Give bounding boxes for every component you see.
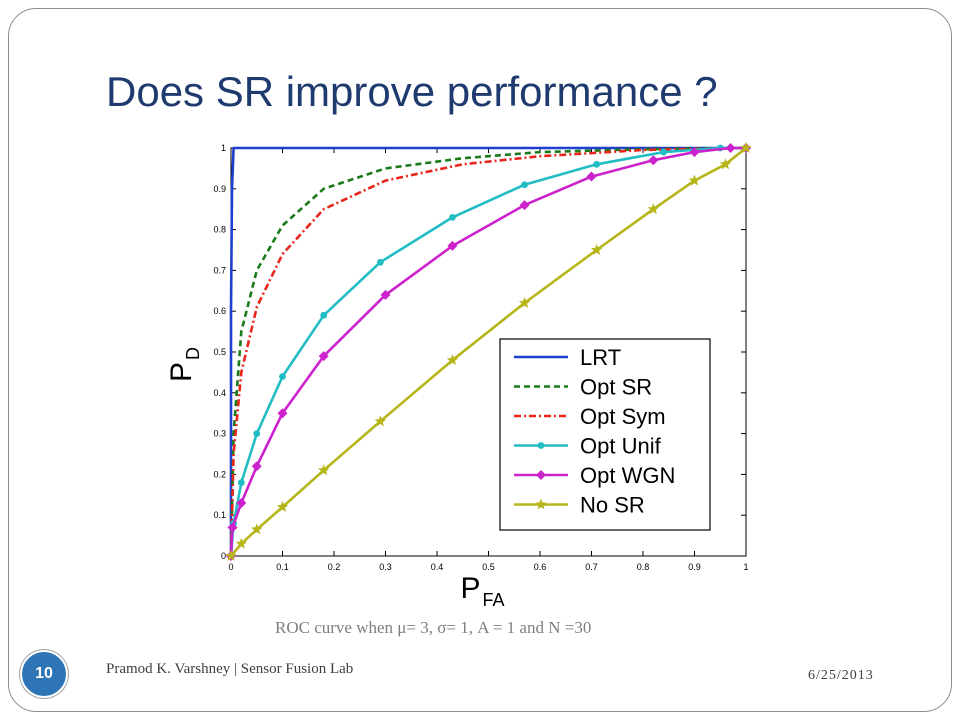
x-tick-label: 0.1 [276, 562, 289, 572]
y-tick-label: 0.3 [213, 429, 226, 439]
series-line-opt-sr [229, 146, 747, 557]
data-point-no-sr [590, 244, 603, 255]
legend-label-opt-unif: Opt Unif [580, 434, 662, 459]
legend-label-opt-sym: Opt Sym [580, 404, 666, 429]
legend-marker-opt-unif [537, 442, 545, 449]
series-line-opt-wgn [229, 146, 746, 557]
data-point-opt-wgn [725, 143, 736, 153]
legend-label-opt-sr: Opt SR [580, 375, 652, 400]
x-tick-label: 1 [743, 562, 748, 572]
legend-box [499, 338, 711, 531]
data-point-opt-wgn [251, 461, 262, 472]
data-point-opt-wgn [648, 155, 659, 166]
y-tick-label: 0.9 [213, 184, 226, 194]
data-point-opt-unif [660, 148, 667, 156]
legend-label-lrt: LRT [580, 345, 621, 370]
x-tick-label: 0.6 [534, 562, 547, 572]
y-axis-label: P [165, 362, 198, 382]
y-tick-label: 0.4 [213, 388, 226, 398]
data-point-opt-wgn [318, 351, 329, 362]
y-tick-label: 0.6 [213, 306, 226, 316]
legend-label-no-sr: No SR [580, 493, 645, 518]
data-point-opt-unif [376, 258, 384, 266]
data-point-opt-wgn [277, 408, 288, 419]
x-tick-label: 0.4 [431, 562, 444, 572]
page-number-badge: 10 [20, 650, 68, 698]
legend-marker-no-sr [535, 498, 547, 510]
y-tick-label: 0.1 [213, 510, 226, 520]
data-point-opt-unif [320, 311, 328, 319]
x-tick-label: 0.3 [379, 562, 392, 572]
data-point-no-sr [276, 501, 289, 512]
x-tick-label: 0.8 [637, 562, 650, 572]
data-point-opt-wgn [447, 240, 458, 251]
data-point-opt-unif [521, 181, 528, 189]
legend-label-opt-wgn: Opt WGN [580, 463, 675, 488]
series-line-lrt [229, 146, 746, 556]
data-point-no-sr [446, 354, 459, 365]
x-tick-label: 0.2 [328, 562, 341, 572]
x-tick-label: 0.9 [688, 562, 701, 572]
data-point-opt-unif [593, 160, 601, 168]
x-tick-label: 0.5 [482, 562, 495, 572]
data-point-opt-wgn [519, 200, 530, 211]
data-point-opt-wgn [227, 522, 238, 533]
y-axis-label-subscript: D [183, 347, 203, 360]
roc-chart: 0 0.1 0.2 0.3 0.4 0.5 0.6 0.7 0.8 0.9 1 0 0.1 0.2 0.3 0… [165, 142, 752, 608]
data-point-opt-unif [237, 479, 245, 486]
data-point-opt-unif [449, 213, 456, 221]
data-point-no-sr [225, 550, 237, 561]
data-point-no-sr [688, 174, 701, 186]
data-point-opt-unif [253, 430, 261, 437]
data-point-no-sr [374, 415, 387, 427]
y-tick-label: 0 [221, 551, 226, 561]
data-point-no-sr [235, 537, 247, 549]
data-point-opt-unif [279, 373, 286, 380]
data-point-no-sr [518, 297, 531, 308]
data-point-no-sr [318, 464, 330, 476]
y-tick-label: 0.2 [213, 469, 226, 479]
y-tick-label: 0.7 [213, 265, 226, 275]
y-tick-label: 0.5 [213, 347, 226, 357]
x-tick-label: 0 [228, 562, 233, 572]
data-point-no-sr [647, 203, 659, 215]
x-axis-label: P [461, 572, 481, 605]
y-tick-label: 0.8 [213, 225, 226, 235]
data-point-opt-wgn [380, 289, 391, 300]
y-tick-label: 1 [221, 143, 226, 153]
x-tick-label: 0.7 [585, 562, 598, 572]
slide-title: Does SR improve performance ? [106, 68, 718, 115]
data-point-no-sr [719, 158, 732, 170]
legend-marker-opt-wgn [536, 470, 546, 480]
series-line-opt-sym [229, 146, 747, 557]
data-point-opt-wgn [586, 171, 597, 182]
figure-caption: ROC curve when μ= 3, σ= 1, A = 1 and N =… [275, 618, 592, 637]
y-axis-label-group: PD [165, 347, 203, 382]
data-point-opt-wgn [689, 147, 700, 158]
footer-date: 6/25/2013 [808, 668, 874, 683]
data-point-no-sr [740, 142, 752, 153]
x-axis-label-subscript: FA [483, 590, 505, 608]
data-point-no-sr [251, 523, 263, 535]
data-point-opt-wgn [236, 497, 247, 508]
footer-author: Pramod K. Varshney | Sensor Fusion Lab [106, 661, 354, 677]
